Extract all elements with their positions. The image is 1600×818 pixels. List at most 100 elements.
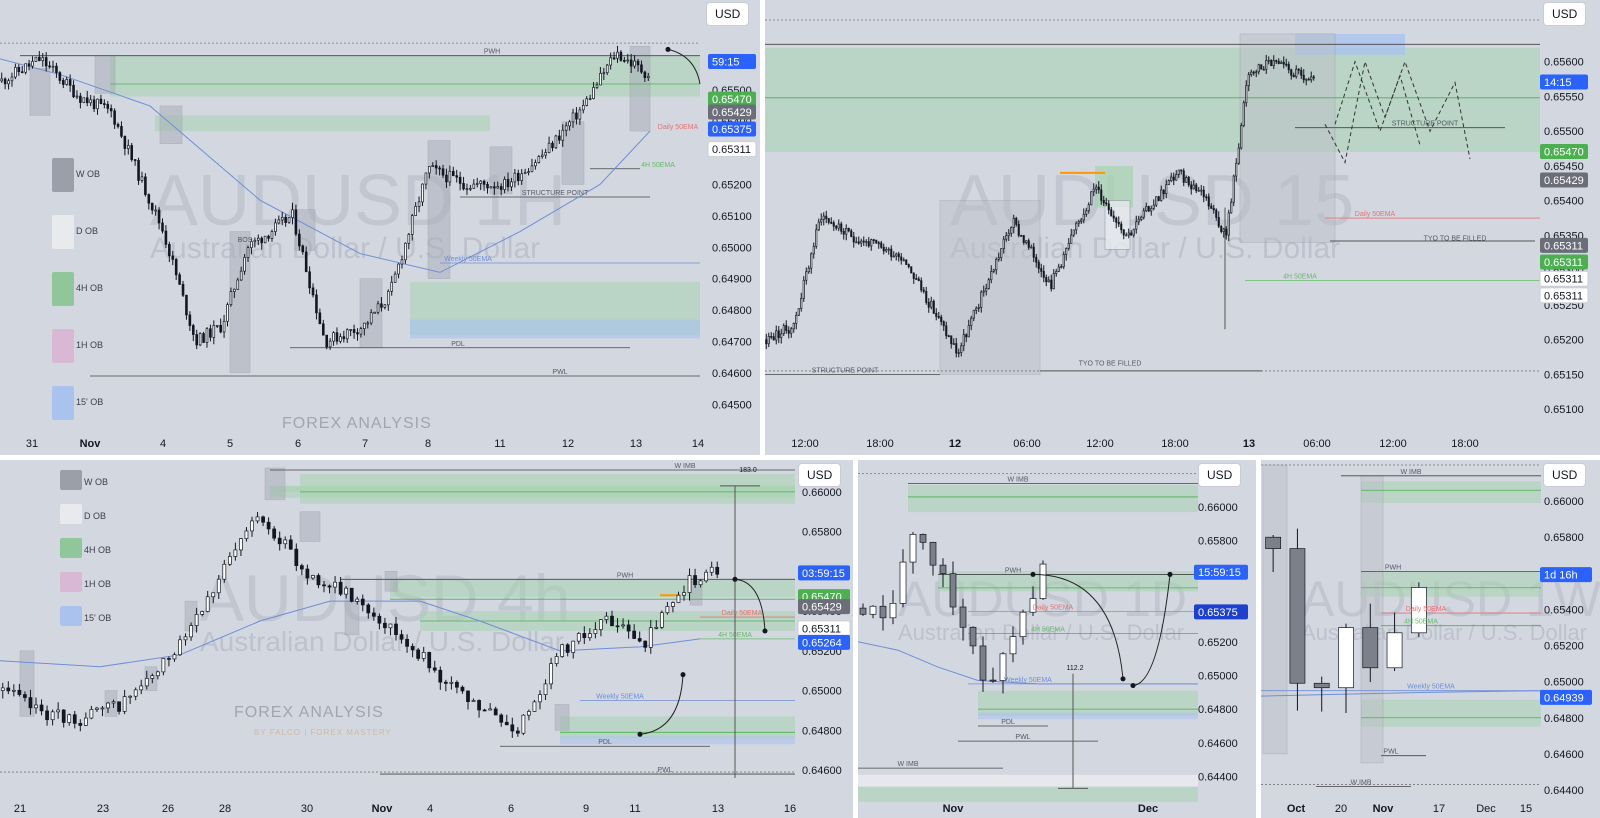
candle-body (475, 183, 479, 185)
price-tag-label: 0.65311 (1544, 274, 1583, 286)
candle-body (11, 689, 16, 692)
x-axis-tick: 20 (1335, 803, 1347, 815)
annotation-label: W IMB (898, 761, 919, 768)
candle-body (960, 345, 963, 354)
candle-body (316, 575, 321, 586)
candle-body (277, 537, 282, 545)
candle-body (827, 218, 830, 223)
candle-body (161, 222, 164, 232)
projection-point (1130, 683, 1136, 689)
candle-body (995, 259, 998, 271)
candle-body (462, 183, 465, 190)
legend-swatch (52, 215, 74, 249)
candle-body (243, 257, 246, 272)
candle-body (616, 51, 619, 59)
x-axis-tick: 4 (160, 438, 166, 450)
annotation-label: PWL (552, 369, 567, 376)
annotation-label: W IMB (1351, 779, 1372, 786)
candle-body (48, 65, 51, 68)
candle-body (1190, 184, 1193, 190)
candle-body (267, 235, 270, 239)
currency-selector-1d[interactable]: USD (1198, 463, 1242, 487)
currency-selector-1w[interactable]: USD (1543, 463, 1587, 487)
chart-svg-1d[interactable]: W IMB PWH Daily 50EMA 4H 50EMA Weekly 50EMA P… (858, 460, 1256, 818)
candle-body (892, 255, 895, 258)
candle-body (17, 67, 21, 73)
candle-body (967, 325, 970, 338)
candle-body (1202, 189, 1205, 198)
candle-body (510, 181, 513, 188)
candle-body (315, 294, 318, 314)
candle-body (537, 156, 541, 163)
candle-body (332, 332, 335, 342)
price-scale-label: 0.65450 (1544, 161, 1584, 173)
candle-body (172, 654, 177, 660)
price-scale-label: 0.64800 (802, 725, 842, 737)
candle-body (246, 247, 250, 258)
price-tag-label: 0.65311 (1544, 240, 1583, 252)
currency-selector-4h[interactable]: USD (798, 463, 842, 487)
candle-body (1262, 68, 1265, 71)
candle-body (852, 236, 855, 243)
candle-body (1177, 169, 1180, 175)
candle-body (1245, 85, 1248, 104)
order-block-box (1360, 475, 1384, 764)
candle-body (527, 171, 530, 173)
price-tag-label: 15:59:15 (1198, 567, 1241, 579)
candle-body (1157, 196, 1160, 201)
candle-body (181, 283, 185, 296)
x-axis-tick: 9 (583, 803, 589, 815)
projection-point (1120, 676, 1126, 682)
candle-body (6, 687, 11, 692)
candle-body (665, 606, 670, 614)
chart-svg-1h[interactable]: PWH BOS STRUCTURE POINT PDL PWL Weekly 50EMA D… (0, 0, 760, 455)
candle-body (383, 622, 387, 629)
candle-body (272, 528, 277, 539)
candle-body (421, 183, 424, 203)
chart-panel-1d[interactable]: AUDUSD 1D Australian Dollar / U.S. Dolla… (858, 460, 1256, 818)
candle-body (200, 611, 205, 615)
chart-panel-1w[interactable]: AUDUSD 1W Australian Dollar / U.S. Dolla… (1261, 460, 1600, 818)
chart-svg-15m[interactable]: STRUCTURE POINT TYO TO BE FILLED TYO TO BE… (765, 0, 1600, 455)
currency-selector-15m[interactable]: USD (1543, 2, 1587, 26)
candle-body (288, 539, 293, 550)
price-tag-bg (1540, 254, 1588, 270)
candle-body (75, 95, 79, 98)
candle-body (335, 332, 339, 342)
candle-body (1160, 189, 1163, 201)
price-scale-label: 0.65100 (712, 211, 752, 223)
candle-body (1235, 162, 1238, 177)
chart-panel-1h[interactable]: AUDUSD 1H Australian Dollar / U.S. Dolla… (0, 0, 760, 455)
candle-body (530, 165, 534, 172)
candle-body (588, 98, 592, 100)
ema-line (0, 58, 651, 273)
candle-body (571, 640, 576, 653)
candle-body (39, 704, 44, 712)
chart-svg-1w[interactable]: W IMB PWH Daily 50EMA 4H 50EMA Weekly 50EMA P… (1261, 460, 1600, 818)
chart-panel-4h[interactable]: AUDUSD 4h Australian Dollar / U.S. Dolla… (0, 460, 853, 818)
candle-body (855, 241, 858, 244)
price-tag-bg (708, 104, 756, 120)
currency-selector-1h[interactable]: USD (706, 2, 750, 26)
x-axis-tick: 6 (295, 438, 301, 450)
candle-body (985, 288, 988, 292)
candle-body (260, 237, 264, 244)
candle-body (1207, 196, 1210, 207)
candle-body (352, 329, 356, 333)
projection-path (639, 674, 684, 735)
candle-body (1310, 76, 1313, 81)
chart-panel-15m[interactable]: AUDUSD 15 Australian Dollar / U.S. Dolla… (765, 0, 1600, 455)
price-tag-bg (1194, 564, 1248, 580)
price-scale-label: 0.65000 (802, 686, 842, 698)
candle-body (629, 59, 633, 67)
candle-body (770, 335, 773, 338)
candle-body (587, 633, 592, 639)
candle-body (1067, 243, 1070, 249)
candle-body (100, 707, 105, 710)
candle-body (939, 564, 947, 575)
price-scale-label: 0.65150 (1544, 369, 1584, 381)
candle-body (1075, 222, 1078, 231)
candle-body (20, 71, 24, 74)
candle-body (1040, 268, 1043, 272)
